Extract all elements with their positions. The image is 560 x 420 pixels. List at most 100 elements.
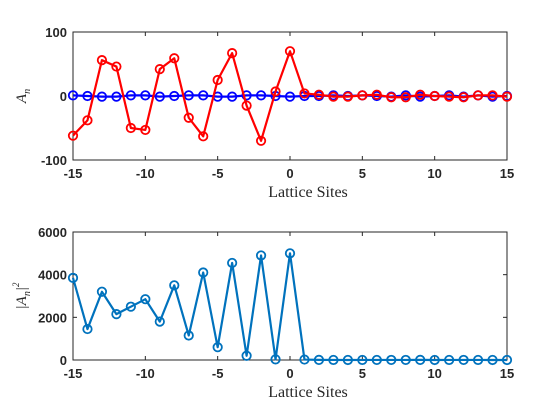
data-point xyxy=(111,91,122,102)
data-point xyxy=(82,115,93,126)
data-point xyxy=(472,90,484,101)
y-label-superscript: 2 xyxy=(11,282,21,287)
data-point xyxy=(472,354,484,366)
x-tick-label: 0 xyxy=(286,366,293,381)
data-point xyxy=(270,354,281,365)
data-point xyxy=(270,86,281,97)
data-point xyxy=(140,124,151,136)
data-point xyxy=(111,309,122,320)
x-tick-label: 5 xyxy=(359,166,366,181)
data-point xyxy=(313,354,325,365)
data-point xyxy=(400,92,411,103)
data-point xyxy=(241,90,252,101)
data-point xyxy=(458,354,469,366)
y-label-main: A xyxy=(14,93,30,104)
y-tick-label: 4000 xyxy=(38,268,67,283)
y-label-end: | xyxy=(14,287,30,291)
y-tick-label: 6000 xyxy=(38,225,67,240)
data-point xyxy=(198,267,209,278)
series-line-0 xyxy=(71,252,507,362)
data-point xyxy=(67,90,79,101)
y-label-main: |A xyxy=(14,295,30,309)
x-tick-label: 5 xyxy=(359,366,366,381)
data-point xyxy=(415,354,426,365)
axes-box xyxy=(72,231,508,361)
data-point xyxy=(458,92,469,103)
data-point xyxy=(82,90,93,102)
data-point xyxy=(183,330,194,341)
data-point xyxy=(227,91,238,102)
data-point xyxy=(386,354,397,366)
y-tick-label: -100 xyxy=(41,153,67,168)
data-point xyxy=(429,354,440,366)
data-point xyxy=(140,90,151,101)
y-tick-label: 2000 xyxy=(38,310,67,325)
data-point xyxy=(169,53,180,64)
x-tick-label: -10 xyxy=(136,166,155,181)
data-point xyxy=(212,74,223,86)
x-tick-label: -15 xyxy=(64,366,83,381)
series-line-1 xyxy=(72,50,508,142)
data-point xyxy=(96,91,108,102)
data-point xyxy=(357,90,368,101)
y-tick-label: 0 xyxy=(60,89,67,104)
x-tick-label: 15 xyxy=(500,366,514,381)
x-axis-label: Lattice Sites xyxy=(268,184,348,201)
data-point xyxy=(140,294,151,305)
data-point xyxy=(67,130,79,141)
data-point xyxy=(284,248,296,259)
data-point xyxy=(371,89,382,100)
data-point xyxy=(400,354,411,366)
data-point xyxy=(357,354,368,366)
data-point xyxy=(111,61,122,72)
data-point xyxy=(313,89,325,100)
data-point xyxy=(169,90,180,102)
data-point xyxy=(501,91,513,102)
data-point xyxy=(284,46,296,57)
y-axis-label: |An|2 xyxy=(11,282,33,309)
data-point xyxy=(212,342,223,353)
data-point xyxy=(487,354,498,366)
data-point xyxy=(241,100,252,111)
data-point xyxy=(154,91,165,102)
x-tick-label: -5 xyxy=(212,166,224,181)
data-point xyxy=(183,90,194,101)
y-tick-label: 0 xyxy=(60,353,67,368)
x-tick-label: 10 xyxy=(427,166,441,181)
data-point xyxy=(125,301,136,312)
data-point xyxy=(198,90,209,101)
data-point xyxy=(328,354,339,366)
x-tick-label: -15 xyxy=(64,166,83,181)
data-point xyxy=(96,55,108,66)
data-point xyxy=(169,280,180,291)
data-point xyxy=(342,354,353,366)
data-point xyxy=(342,91,353,102)
data-point xyxy=(198,131,209,142)
data-point xyxy=(154,316,165,327)
data-point xyxy=(183,112,194,123)
data-point xyxy=(487,90,498,101)
data-point xyxy=(255,90,267,101)
bottom-chart: -15 -10 -5 0 5 10 15 0 2000 4000 6000 Lattice Sites… xyxy=(11,225,514,401)
data-point xyxy=(125,122,136,134)
data-point xyxy=(67,272,79,283)
x-tick-label: 0 xyxy=(286,166,293,181)
data-point xyxy=(444,354,455,366)
data-point xyxy=(371,354,382,366)
data-point xyxy=(328,91,339,102)
data-point xyxy=(125,90,136,101)
data-point xyxy=(241,350,252,361)
x-tick-label: 15 xyxy=(500,166,514,181)
x-tick-label: -10 xyxy=(136,366,155,381)
y-tick-label: 100 xyxy=(45,25,67,40)
data-point xyxy=(154,64,165,75)
data-point xyxy=(82,323,93,335)
data-point xyxy=(227,257,238,269)
y-axis-label: An xyxy=(14,89,33,104)
y-label-subscript: n xyxy=(22,291,33,296)
data-point xyxy=(501,354,513,366)
data-point xyxy=(284,91,296,102)
y-label-subscript: n xyxy=(22,89,33,94)
x-axis-label: Lattice Sites xyxy=(268,384,348,401)
